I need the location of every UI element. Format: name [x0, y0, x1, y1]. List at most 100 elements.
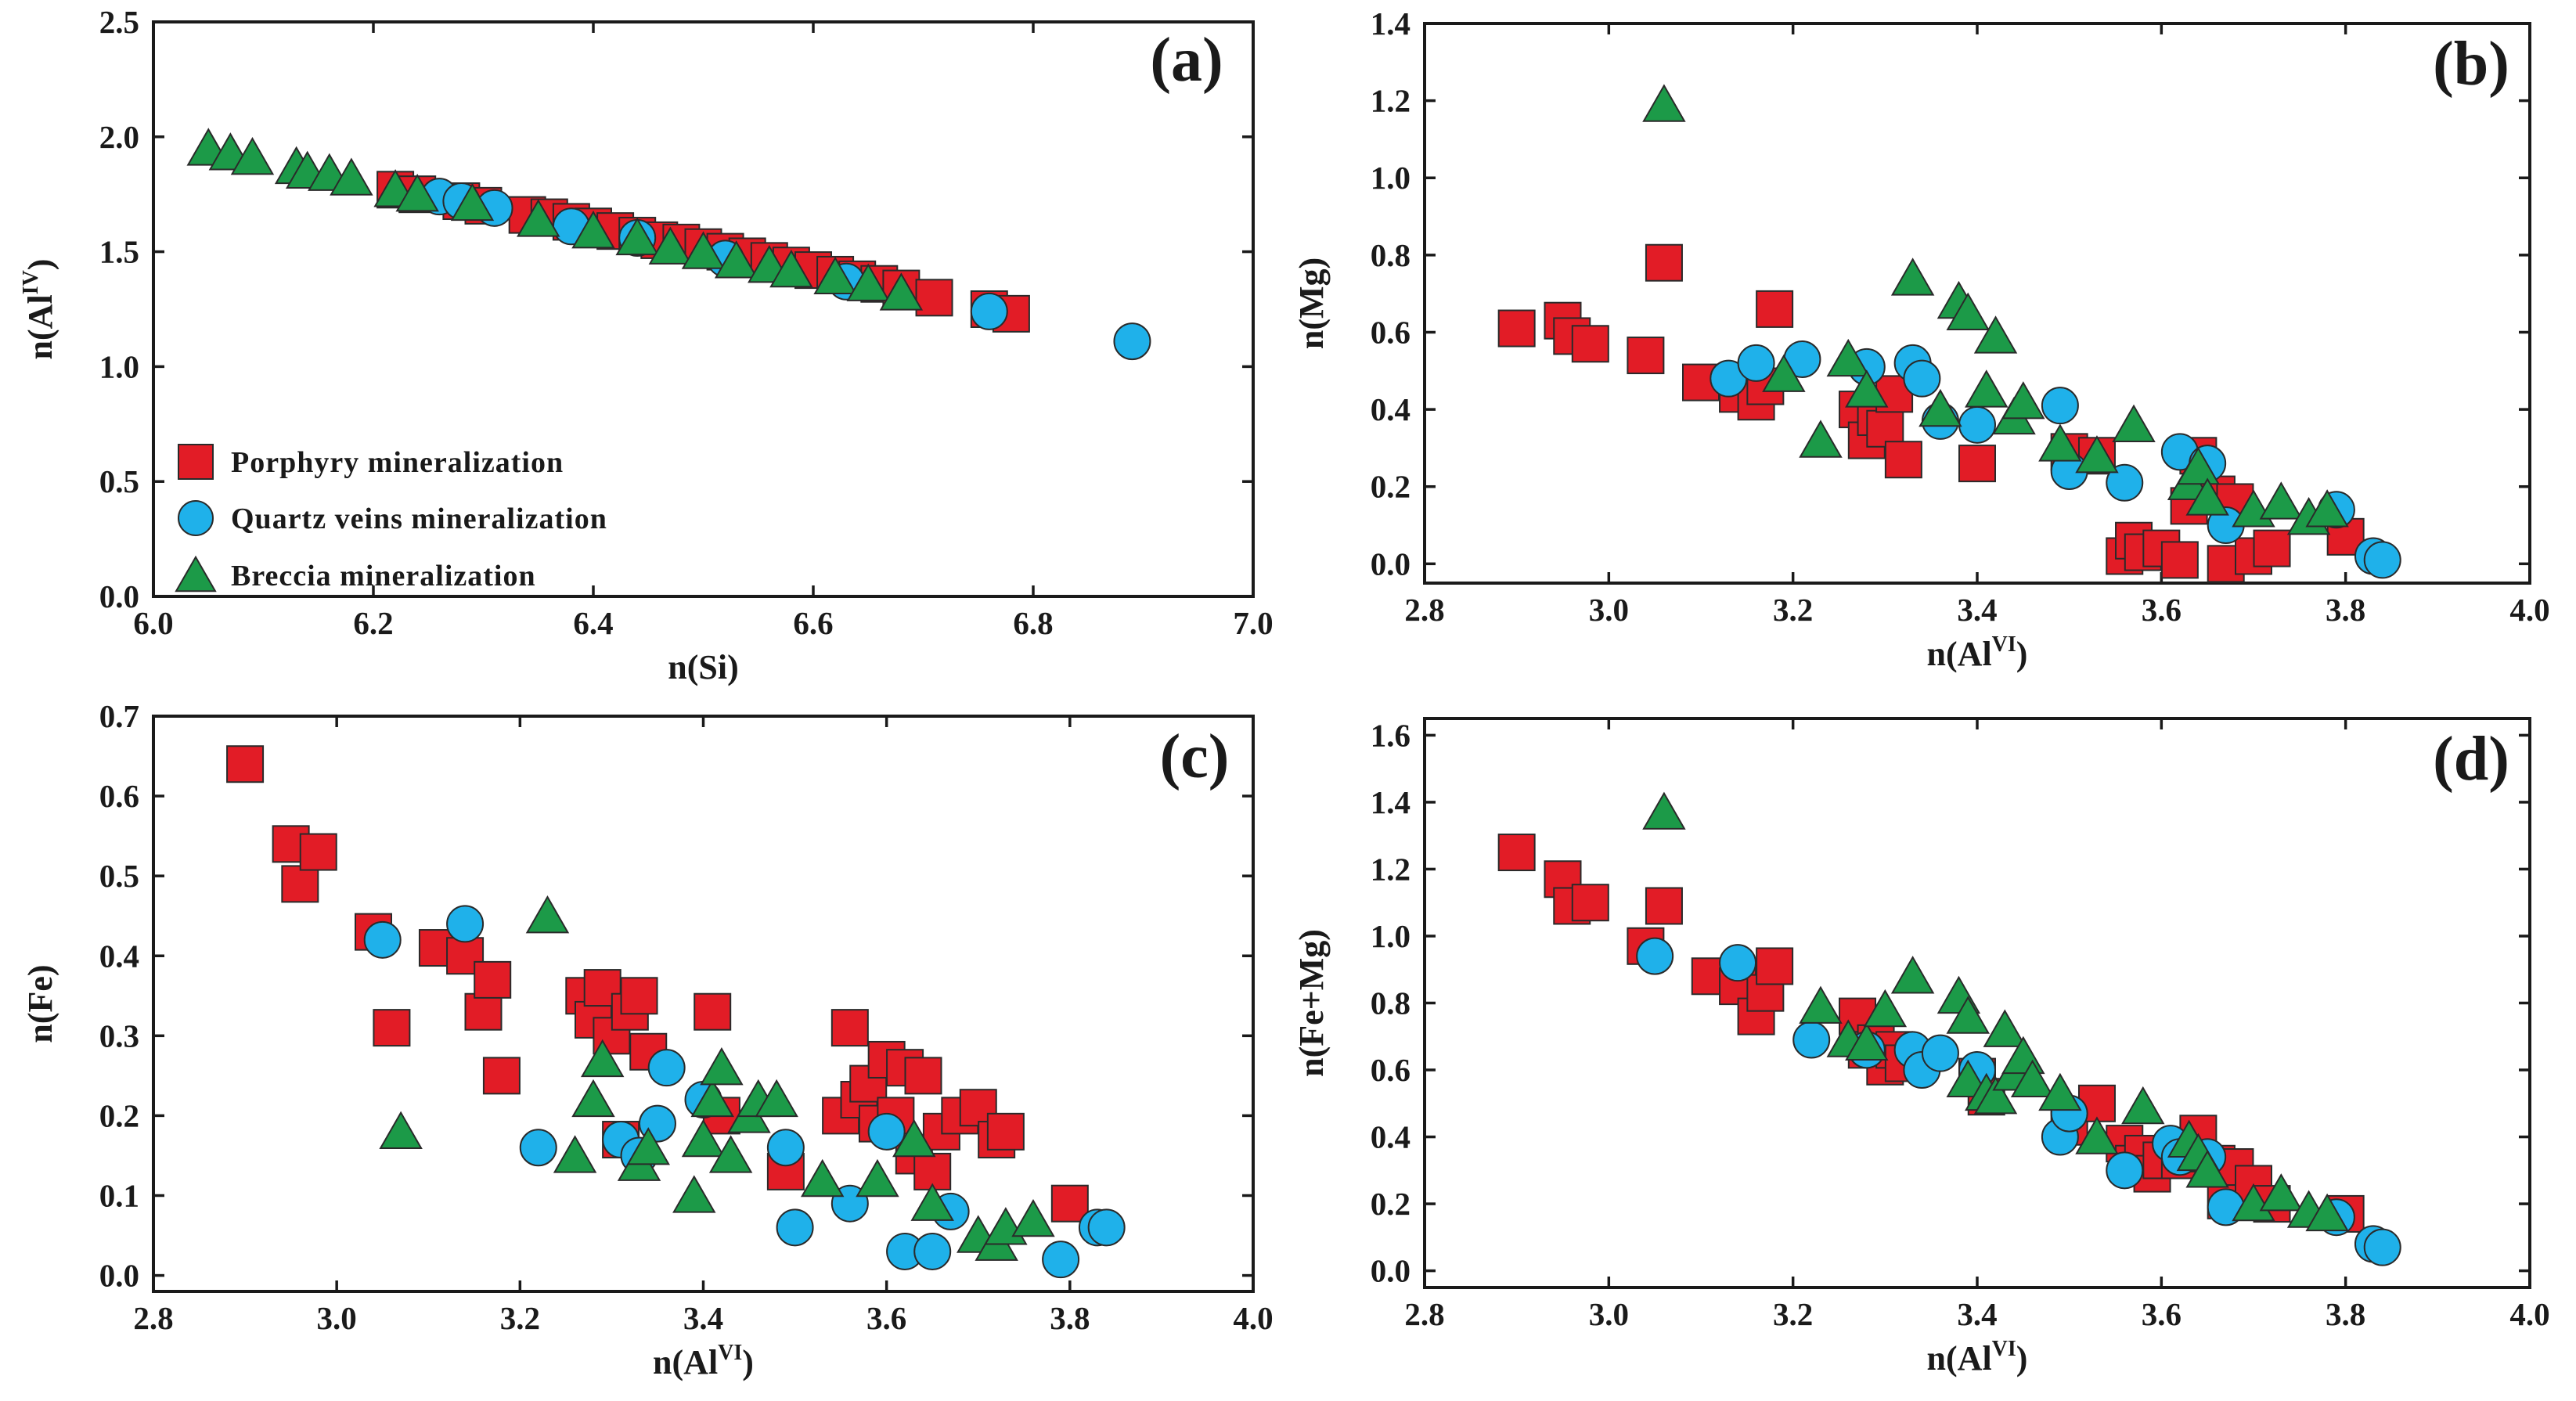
- y-tick-label: 1.0: [1371, 160, 1410, 196]
- series-breccia: [186, 128, 924, 311]
- series-breccia: [1642, 791, 2349, 1232]
- x-tick-label: 4.0: [1233, 1300, 1273, 1336]
- breccia-point: [615, 217, 659, 256]
- legend-quartz-swatch: [178, 500, 214, 536]
- breccia-point: [2232, 1183, 2275, 1222]
- legend: Porphyry mineralization Quartz veins mine…: [175, 444, 607, 592]
- porphyry-point: [464, 992, 503, 1031]
- y-tick-label: 1.2: [1371, 83, 1410, 119]
- x-tick-label: 3.6: [866, 1300, 906, 1336]
- legend-quartz-label: Quartz veins mineralization: [231, 502, 607, 535]
- breccia-point: [1845, 369, 1889, 408]
- breccia-point: [2038, 423, 2082, 462]
- breccia-point: [517, 199, 560, 237]
- x-axis-label: n(AlVI): [1927, 632, 2028, 673]
- breccia-point: [1011, 1198, 1055, 1237]
- x-tick-label: 3.2: [1773, 1296, 1813, 1332]
- breccia-point: [910, 1183, 954, 1221]
- y-tick-label: 0.0: [1371, 1253, 1410, 1289]
- x-tick-label: 4.0: [2509, 592, 2549, 628]
- y-tick-label: 0.7: [99, 698, 139, 734]
- breccia-point: [1826, 338, 1870, 377]
- y-tick-label: 1.2: [1371, 851, 1410, 887]
- series-breccia: [1642, 84, 2349, 535]
- series-breccia: [379, 895, 1055, 1261]
- breccia-point: [450, 182, 495, 221]
- breccia-point: [1799, 420, 1843, 458]
- x-tick-label: 2.8: [1404, 592, 1444, 628]
- quartz-point: [776, 1208, 814, 1247]
- porphyry-point: [1884, 441, 1922, 479]
- y-tick-label: 0.2: [99, 1097, 139, 1133]
- quartz-point: [867, 1112, 906, 1151]
- porphyry-point: [620, 977, 658, 1015]
- breccia-point: [525, 895, 570, 934]
- panel-letter: (a): [1150, 26, 1223, 95]
- plot-frame: [152, 20, 1255, 598]
- quartz-point: [1719, 944, 1757, 982]
- x-tick-label: 6.2: [353, 605, 393, 641]
- x-tick-label: 6.4: [573, 605, 613, 641]
- y-tick-label: 1.4: [1371, 784, 1410, 820]
- breccia-point: [1642, 84, 1686, 122]
- y-tick-label: 1.0: [99, 348, 139, 384]
- panel-d: 2.8 3.0 3.2 3.4 3.6 3.8 4.0 0.0 0.2 0.4 0.6 0.8 1.0 1…: [1292, 717, 2550, 1378]
- breccia-point: [2075, 435, 2119, 474]
- y-tick-label: 1.5: [99, 234, 139, 270]
- quartz-point: [1921, 1034, 1959, 1072]
- breccia-point: [2038, 1072, 2082, 1111]
- x-tick-label: 3.6: [2142, 592, 2181, 628]
- porphyry-point: [1050, 1184, 1089, 1223]
- panel-b: 2.8 3.0 3.2 3.4 3.6 3.8 4.0 0.0 0.2 0.4 0.6 0.8 1.0 1…: [1292, 5, 2550, 673]
- breccia-point: [230, 137, 275, 175]
- x-tick-label: 3.8: [2326, 592, 2365, 628]
- breccia-point: [2305, 489, 2349, 528]
- breccia-point: [892, 1118, 936, 1158]
- quartz-point: [647, 1049, 686, 1087]
- x-tick-label: 3.8: [1050, 1300, 1090, 1336]
- breccia-point: [571, 211, 615, 249]
- breccia-point: [700, 1046, 744, 1086]
- x-tick-label: 3.0: [1589, 592, 1629, 628]
- breccia-point: [626, 1127, 670, 1165]
- porphyry-point: [1645, 243, 1683, 282]
- x-tick-label: 4.0: [2509, 1296, 2549, 1332]
- breccia-point: [1983, 1009, 2027, 1047]
- x-tick-label: 7.0: [1233, 605, 1273, 641]
- y-tick-label: 0.6: [1371, 314, 1410, 350]
- breccia-point: [2185, 1150, 2229, 1188]
- quartz-point: [1958, 405, 1996, 444]
- breccia-point: [2185, 477, 2229, 516]
- breccia-point: [879, 272, 924, 311]
- breccia-point: [2112, 404, 2156, 442]
- porphyry-point: [694, 992, 732, 1031]
- x-tick-label: 3.4: [1957, 592, 1997, 628]
- breccia-point: [1890, 956, 1935, 994]
- breccia-point: [580, 1039, 625, 1078]
- y-tick-label: 0.6: [1371, 1052, 1410, 1088]
- porphyry-point: [2160, 541, 2199, 579]
- quartz-point: [1737, 344, 1775, 382]
- y-tick-label: 2.5: [99, 4, 139, 40]
- breccia-point: [553, 1135, 597, 1173]
- x-tick-label: 3.2: [500, 1300, 540, 1336]
- x-tick-label: 6.0: [133, 605, 173, 641]
- x-tick-label: 3.2: [1773, 592, 1813, 628]
- breccia-point: [1890, 258, 1935, 296]
- y-tick-label: 0.5: [99, 463, 139, 499]
- porphyry-point: [1645, 887, 1683, 925]
- quartz-point: [1042, 1241, 1080, 1279]
- breccia-point: [1973, 315, 2018, 354]
- breccia-point: [681, 1118, 726, 1158]
- series-porphyry: [226, 745, 1089, 1223]
- breccia-point: [1946, 996, 1990, 1034]
- y-tick-label: 2.0: [99, 119, 139, 155]
- x-axis-label: n(AlVI): [653, 1341, 754, 1381]
- breccia-point: [708, 1135, 753, 1173]
- porphyry-point: [1571, 884, 1609, 922]
- porphyry-point: [1571, 325, 1609, 363]
- breccia-point: [813, 256, 857, 295]
- y-tick-label: 0.6: [99, 778, 139, 814]
- quartz-point: [2106, 463, 2144, 502]
